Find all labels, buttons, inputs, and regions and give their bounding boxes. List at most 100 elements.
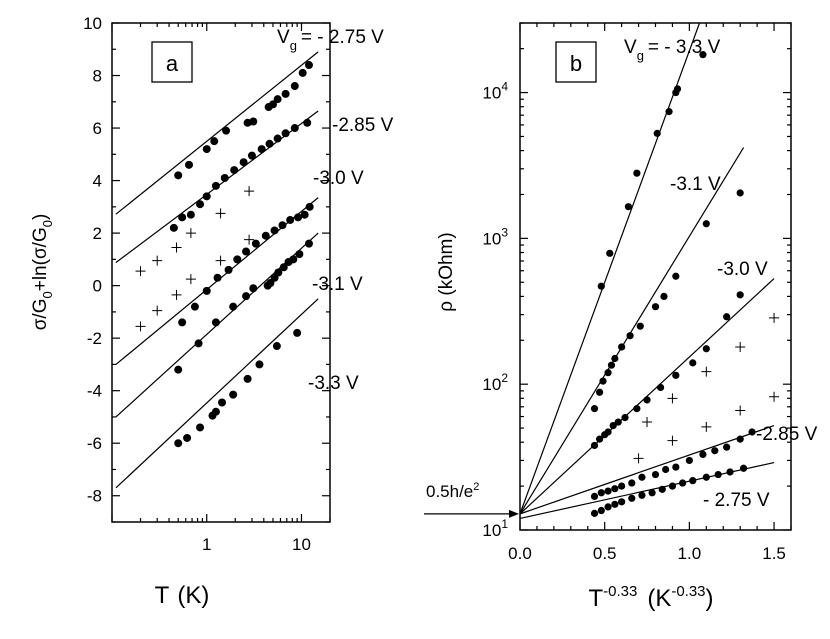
b-cross-point — [769, 312, 780, 323]
a-cross-point — [185, 274, 196, 285]
a-data-point — [229, 390, 238, 399]
b-data-point — [672, 371, 680, 379]
b-y-tick-label: 103 — [482, 225, 508, 248]
a-data-point — [294, 213, 303, 222]
b-series-label-2.85: -2.85 V — [756, 424, 818, 445]
b-data-point — [614, 418, 622, 426]
a-data-point — [229, 302, 238, 311]
panel-a-points — [135, 61, 314, 448]
a-y-tick-label: -6 — [87, 434, 102, 453]
a-data-point — [249, 284, 258, 293]
a-data-point — [298, 68, 307, 77]
a-data-point — [202, 145, 211, 154]
a-data-point — [220, 173, 229, 182]
a-data-point — [196, 423, 205, 432]
a-data-point — [211, 407, 220, 416]
b-data-point — [604, 487, 612, 495]
a-data-point — [270, 226, 279, 235]
b-x-tick-label: 0.0 — [508, 544, 532, 563]
b-data-point — [702, 220, 710, 228]
a-cross-point — [152, 255, 163, 266]
a-data-point — [281, 129, 290, 138]
a-cross-point — [152, 305, 163, 316]
b-data-point — [660, 292, 668, 301]
a-data-point — [273, 134, 282, 143]
a-series-label-3.1: -3.1 V — [312, 274, 363, 295]
b-data-point — [638, 473, 646, 481]
a-cross-point — [135, 321, 146, 332]
b-data-point — [604, 428, 612, 436]
a-series-label-vg: Vg = - 2.75 V — [277, 27, 384, 53]
b-data-point — [736, 435, 744, 443]
b-data-point — [653, 129, 661, 137]
b-series-label-vg: Vg = - 3.3 V — [624, 37, 721, 63]
panel-b-ticks — [519, 22, 792, 531]
a-data-point — [257, 145, 266, 154]
b-data-point — [689, 477, 697, 485]
b-data-point — [618, 482, 626, 490]
b-data-point — [596, 435, 604, 443]
b-data-point — [618, 343, 626, 351]
a-data-point — [178, 213, 187, 222]
b-x-tick-label: 0.5 — [593, 544, 617, 563]
b-data-point — [723, 443, 731, 451]
a-cross-point — [185, 228, 196, 239]
b-data-point — [689, 359, 697, 367]
a-y-tick-label: 10 — [83, 14, 102, 33]
b-series-label-3.0: -3.0 V — [717, 259, 768, 280]
a-data-point — [242, 247, 251, 256]
b-data-point — [714, 470, 722, 479]
b-data-point — [672, 463, 680, 471]
b-data-point — [651, 470, 660, 479]
b-x-tick-label: 1.5 — [762, 544, 786, 563]
b-data-point — [597, 506, 605, 515]
b-data-point — [648, 489, 656, 497]
b-data-point — [702, 473, 710, 481]
b-data-point — [643, 396, 651, 404]
a-data-point — [194, 339, 203, 348]
b-data-point — [658, 485, 666, 493]
a-data-point — [183, 433, 192, 442]
a-cross-point — [171, 242, 182, 253]
b-data-point — [611, 485, 619, 493]
b-data-point — [628, 494, 636, 502]
a-data-point — [295, 250, 304, 259]
b-data-point — [628, 479, 636, 487]
b-data-point — [590, 509, 599, 517]
panel-b-tick-labels: 0.0 0.5 1.0 1.5 101 102 103 104 — [482, 80, 785, 563]
a-data-point — [304, 61, 313, 70]
b-data-point — [611, 500, 619, 508]
a-data-point — [304, 239, 313, 248]
b-data-point — [672, 272, 680, 280]
a-data-point — [185, 160, 194, 169]
a-data-point — [274, 268, 283, 277]
a-data-point — [273, 95, 282, 104]
b-y-axis-label: ρ (kOhm) — [436, 232, 457, 311]
b-data-point — [624, 203, 633, 211]
b-cross-point — [701, 366, 712, 377]
a-data-point — [174, 365, 183, 374]
b-data-point — [699, 51, 707, 59]
a-data-point — [272, 342, 281, 351]
b-data-point — [699, 450, 707, 458]
a-data-point — [230, 166, 239, 175]
b-data-point — [633, 405, 641, 413]
b-data-point — [597, 282, 605, 290]
b-data-point — [636, 322, 644, 330]
a-data-point — [279, 263, 288, 272]
b-cross-point — [642, 417, 653, 428]
a-data-point — [293, 328, 302, 337]
a-y-tick-label: 8 — [93, 67, 102, 86]
a-data-point — [247, 151, 256, 160]
b-data-point — [638, 491, 646, 499]
a-data-point — [222, 126, 231, 135]
panel-b-label-box — [555, 41, 597, 83]
b-data-point — [651, 303, 660, 311]
panel-a-fit-lines — [115, 51, 319, 489]
b-annotation-arrowhead — [509, 509, 519, 518]
panel-a-ticks — [111, 22, 331, 523]
b-data-point — [599, 377, 607, 385]
a-y-tick-label: -8 — [87, 487, 102, 506]
b-data-point — [618, 498, 626, 506]
